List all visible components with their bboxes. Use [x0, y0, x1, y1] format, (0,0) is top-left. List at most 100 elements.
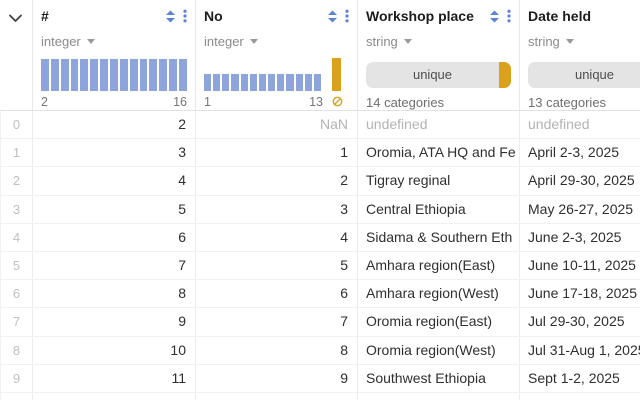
cell-hash: 6 — [33, 223, 196, 251]
caret-down-icon — [249, 38, 258, 44]
column-type-dropdown[interactable]: integer — [41, 32, 187, 50]
cell-date: June 2-3, 2025 — [520, 224, 640, 251]
cell-no: 7 — [196, 308, 358, 336]
cell-hash: 9 — [33, 308, 196, 336]
cell-date: undefined — [520, 111, 640, 138]
table-body: 0 2 NaN undefined undefined 1 3 1 Oromia… — [0, 111, 640, 400]
caret-down-icon — [86, 38, 95, 44]
column-header-hash: # — [33, 0, 196, 110]
column-title: # — [41, 8, 49, 24]
table-row: 6 8 6 Amhara region(West) June 17-18, 20… — [0, 280, 640, 309]
cell-no — [196, 392, 358, 400]
cell-date: April 2-3, 2025 — [520, 139, 640, 166]
cell-place: Sidama & Southern Eth — [358, 223, 520, 251]
row-index: 8 — [0, 336, 33, 364]
column-header-place: Workshop place — [358, 0, 520, 110]
column-type-dropdown[interactable]: string — [366, 32, 511, 50]
hist-min-label: 1 — [204, 94, 211, 109]
type-label: string — [528, 33, 560, 49]
cell-place — [358, 392, 520, 400]
column-type-dropdown[interactable]: string — [528, 32, 640, 50]
missing-values-bar[interactable] — [332, 58, 342, 91]
cell-date: May 26-27, 2025 — [520, 196, 640, 223]
column-header-no: No — [196, 0, 358, 110]
cell-place: Amhara region(West) — [358, 280, 520, 308]
table-row: 5 7 5 Amhara region(East) June 10-11, 20… — [0, 251, 640, 281]
unique-badge-label: unique — [574, 67, 615, 82]
table-row: 9 11 9 Southwest Ethiopia Sept 1-2, 2025 — [0, 364, 640, 393]
cell-no: NaN — [196, 111, 358, 139]
hist-min-label: 2 — [41, 94, 48, 109]
kebab-menu-icon[interactable] — [345, 9, 349, 23]
column-title: Workshop place — [366, 8, 474, 24]
caret-down-icon — [565, 38, 574, 44]
row-index: 5 — [0, 251, 33, 280]
kebab-menu-icon[interactable] — [507, 9, 511, 23]
cell-date: April 29-30, 2025 — [520, 167, 640, 194]
table-row: 1 3 1 Oromia, ATA HQ and Fe April 2-3, 2… — [0, 139, 640, 168]
cell-place: Tigray reginal — [358, 167, 520, 195]
cell-hash: 10 — [33, 336, 196, 364]
cell-date — [520, 393, 640, 400]
kebab-menu-icon[interactable] — [183, 9, 187, 23]
missing-values-cap — [499, 62, 511, 88]
cell-no: 2 — [196, 167, 358, 195]
caret-down-icon — [403, 38, 412, 44]
sort-icon[interactable] — [489, 10, 500, 23]
table-header: # — [0, 0, 640, 111]
cell-hash: 2 — [33, 111, 196, 139]
cell-no: 8 — [196, 336, 358, 364]
row-index: 7 — [0, 308, 33, 336]
row-index: 1 — [0, 139, 33, 167]
table-row — [0, 392, 640, 400]
sort-icon[interactable] — [327, 10, 338, 23]
histogram-no[interactable] — [204, 58, 349, 91]
type-label: string — [366, 33, 398, 49]
row-index: 2 — [0, 167, 33, 195]
column-title: Date held — [528, 8, 592, 24]
categories-count: 14 categories — [366, 95, 445, 110]
table-row: 0 2 NaN undefined undefined — [0, 111, 640, 140]
cell-date: Jul 29-30, 2025 — [520, 308, 640, 335]
table-row: 7 9 7 Oromia region(East) Jul 29-30, 202… — [0, 308, 640, 337]
type-label: integer — [204, 33, 244, 49]
chevron-down-icon[interactable] — [8, 10, 23, 27]
table-row: 3 5 3 Central Ethiopia May 26-27, 2025 — [0, 195, 640, 224]
row-index: 0 — [0, 111, 33, 139]
cell-place: Southwest Ethiopia — [358, 364, 520, 392]
cell-no: 5 — [196, 251, 358, 280]
hist-gap — [323, 90, 330, 91]
cell-no: 3 — [196, 195, 358, 223]
cell-date: Sept 1-2, 2025 — [520, 365, 640, 392]
cell-no: 1 — [196, 139, 358, 167]
column-title: No — [204, 8, 223, 24]
histogram-hash[interactable] — [41, 58, 187, 91]
cell-place: Oromia region(East) — [358, 308, 520, 336]
row-index — [0, 392, 33, 400]
table-row: 8 10 8 Oromia region(West) Jul 31-Aug 1,… — [0, 336, 640, 365]
row-index: 9 — [0, 364, 33, 392]
unique-badge[interactable]: unique — [366, 62, 511, 88]
cell-place: Amhara region(East) — [358, 251, 520, 280]
row-index: 4 — [0, 223, 33, 251]
cell-hash: 5 — [33, 195, 196, 223]
sort-icon[interactable] — [165, 10, 176, 23]
cell-place: Oromia, ATA HQ and Fe — [358, 139, 520, 167]
hist-max-label: 16 — [173, 94, 187, 109]
table-row: 2 4 2 Tigray reginal April 29-30, 2025 — [0, 167, 640, 196]
cell-date: Jul 31-Aug 1, 2025 — [520, 337, 640, 364]
cell-hash: 8 — [33, 280, 196, 308]
unique-badge[interactable]: unique — [528, 62, 640, 88]
cell-hash: 11 — [33, 364, 196, 392]
corner-cell — [0, 0, 33, 110]
cell-hash: 7 — [33, 251, 196, 280]
cell-hash: 3 — [33, 139, 196, 167]
cell-date: June 10-11, 2025 — [520, 252, 640, 279]
cell-place: Central Ethiopia — [358, 195, 520, 223]
null-symbol-icon — [332, 96, 343, 107]
unique-badge-label: unique — [412, 67, 453, 82]
cell-no: 6 — [196, 280, 358, 308]
column-type-dropdown[interactable]: integer — [204, 32, 349, 50]
